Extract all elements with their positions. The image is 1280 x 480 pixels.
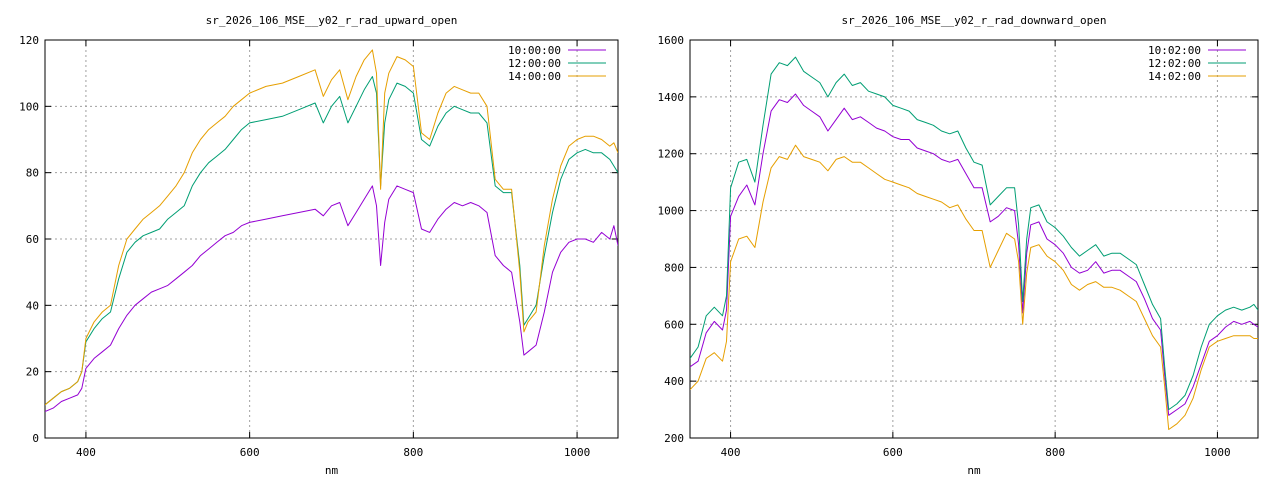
y-tick-label: 800 (664, 261, 684, 274)
legend-label: 14:02:00 (1148, 70, 1201, 83)
chart-panel-2: sr_2026_106_MSE__y02_r_rad_downward_open… (658, 14, 1259, 477)
series-line-12-00-00 (45, 76, 618, 406)
x-axis-label: nm (967, 464, 981, 477)
series-line-10-00-00 (45, 185, 618, 412)
y-tick-label: 20 (26, 366, 39, 379)
legend-label: 10:00:00 (508, 44, 561, 57)
y-tick-label: 80 (26, 167, 39, 180)
x-tick-label: 1000 (1204, 446, 1231, 459)
chart-panel-1: sr_2026_106_MSE__y02_r_rad_upward_open 40… (19, 14, 619, 477)
legend-label: 12:00:00 (508, 57, 561, 70)
x-axis-label: nm (325, 464, 339, 477)
legend-label: 14:00:00 (508, 70, 561, 83)
y-tick-label: 100 (19, 100, 39, 113)
x-tick-label: 600 (883, 446, 903, 459)
y-tick-label: 400 (664, 375, 684, 388)
y-tick-label: 0 (32, 432, 39, 445)
chart-title: sr_2026_106_MSE__y02_r_rad_upward_open (206, 14, 458, 27)
x-tick-label: 800 (1045, 446, 1065, 459)
series-line-10-02-00 (690, 93, 1258, 416)
series-group (45, 49, 618, 412)
x-tick-label: 800 (403, 446, 423, 459)
x-tick-label: 1000 (564, 446, 591, 459)
chart-title: sr_2026_106_MSE__y02_r_rad_downward_open (842, 14, 1107, 27)
y-tick-label: 600 (664, 318, 684, 331)
y-tick-label: 1600 (658, 34, 685, 47)
x-tick-label: 600 (240, 446, 260, 459)
series-group (690, 56, 1258, 430)
series-line-14-00-00 (45, 49, 618, 406)
y-tick-label: 120 (19, 34, 39, 47)
y-tick-label: 200 (664, 432, 684, 445)
y-tick-label: 60 (26, 233, 39, 246)
plot-frame (689, 39, 1259, 439)
legend-label: 10:02:00 (1148, 44, 1201, 57)
x-tick-label: 400 (721, 446, 741, 459)
y-tick-label: 40 (26, 299, 39, 312)
series-line-14-02-00 (690, 144, 1258, 430)
y-tick-label: 1000 (658, 205, 685, 218)
y-tick-label: 1400 (658, 91, 685, 104)
legend-label: 12:02:00 (1148, 57, 1201, 70)
series-line-12-02-00 (690, 56, 1258, 411)
y-tick-label: 1200 (658, 148, 685, 161)
x-tick-label: 400 (76, 446, 96, 459)
